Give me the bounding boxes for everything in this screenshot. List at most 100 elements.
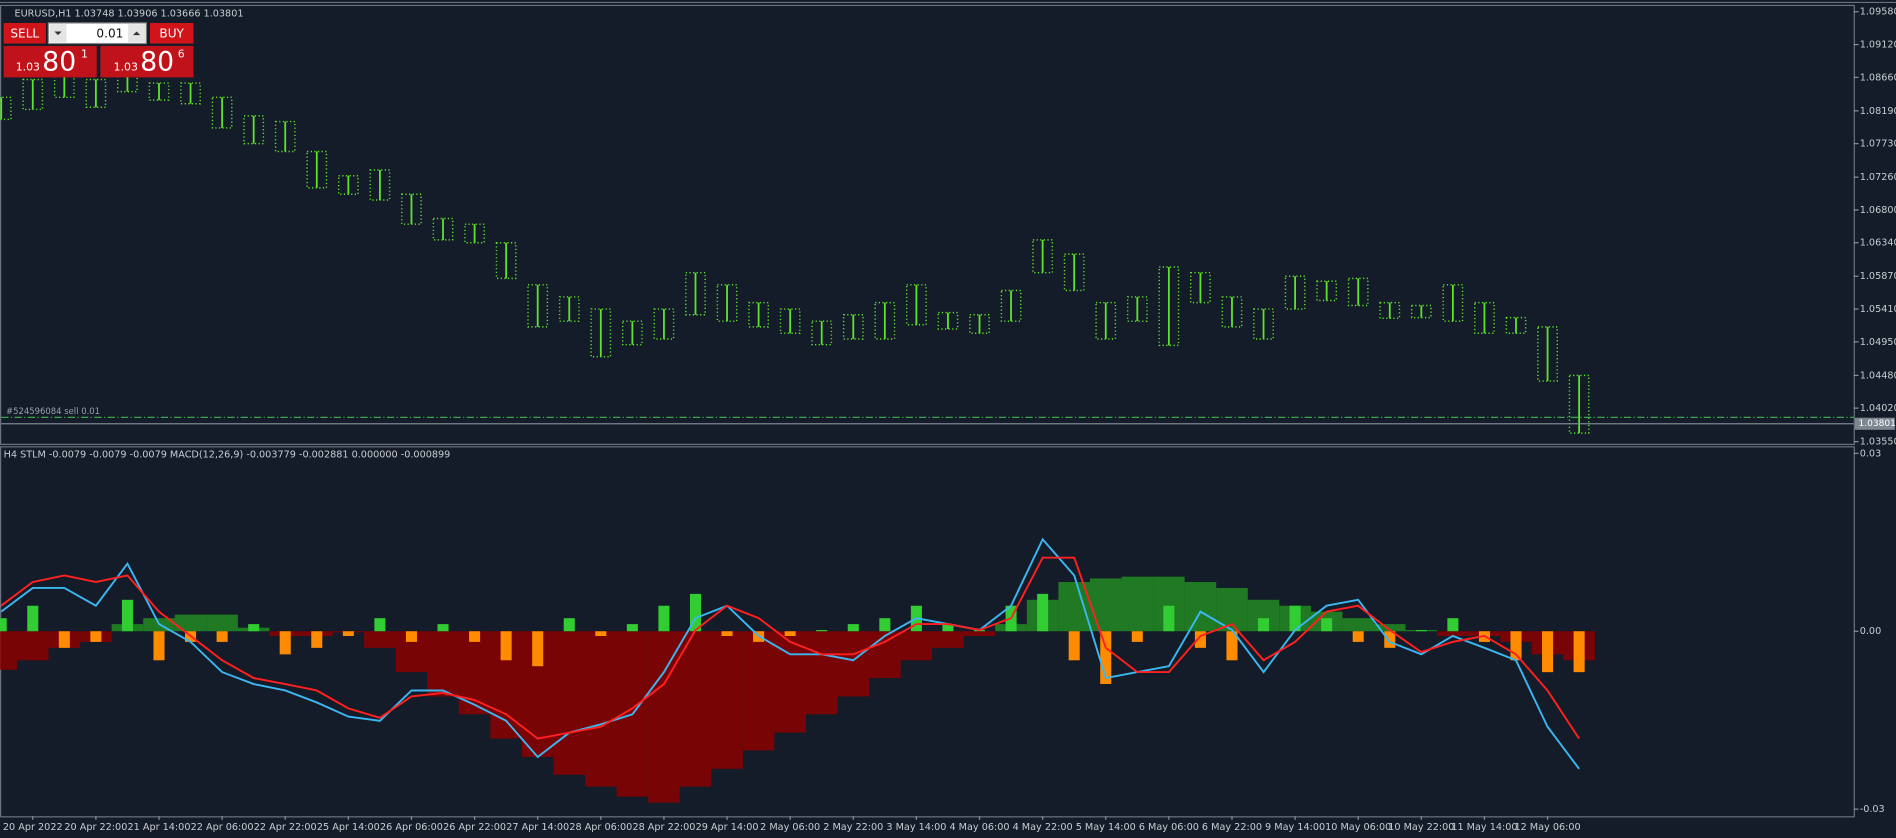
price-bar <box>1347 277 1369 307</box>
x-tick-label: 11 May 14:00 <box>1451 822 1517 833</box>
stlm-bar <box>837 631 870 697</box>
bid-prefix: 1.03 <box>16 61 40 74</box>
y-tick-label: 1.06800 <box>1860 205 1896 216</box>
last-price-label: 1.03801 <box>1859 419 1896 429</box>
macd-histogram-bar <box>595 631 607 636</box>
macd-histogram-bar <box>0 618 7 632</box>
price-bar <box>1253 308 1274 340</box>
stlm-bar <box>805 631 838 715</box>
x-tick-label: 29 Apr 14:00 <box>696 822 759 833</box>
plot-area: 1.09580 1.09120 1.08660 1.08190 1.07730 1.072… <box>0 7 1896 833</box>
macd-histogram-bar <box>1258 618 1270 632</box>
price-bar <box>53 75 75 99</box>
y-tick-label: 1.03550 <box>1860 437 1896 448</box>
macd-histogram-bar <box>563 618 575 632</box>
macd-histogram-bar <box>1384 631 1396 648</box>
sell-button[interactable] <box>3 22 46 44</box>
lot-input[interactable] <box>47 22 147 45</box>
price-bar <box>464 223 485 244</box>
macd-histogram-bar <box>1542 631 1554 673</box>
macd-histogram-bar <box>942 624 954 632</box>
macd-histogram-bar <box>1100 631 1112 685</box>
price-bar <box>685 271 706 316</box>
stlm-bar <box>963 631 996 636</box>
bid-big: 80 <box>42 46 76 77</box>
macd-histogram-bar <box>1226 631 1238 661</box>
x-tick-label: 27 Apr 14:00 <box>506 822 569 833</box>
stlm-bar <box>174 614 207 632</box>
y-tick-label: 0.03 <box>1860 448 1882 459</box>
indicator-line <box>0 556 1580 740</box>
x-tick-label: 22 Apr 06:00 <box>191 822 254 833</box>
macd-histogram-bar <box>1163 605 1175 632</box>
ask-big: 80 <box>140 46 174 77</box>
ask-small: 6 <box>178 47 185 60</box>
stlm-bar <box>1184 582 1217 632</box>
macd-histogram-bar <box>405 631 417 642</box>
price-bar <box>243 115 265 145</box>
y-tick-label: 1.09580 <box>1860 7 1896 18</box>
macd-histogram-bar <box>847 624 859 632</box>
price-bar <box>1568 374 1590 434</box>
x-tick-label: 9 May 14:00 <box>1265 822 1325 833</box>
stlm-bar <box>711 631 743 769</box>
stlm-bar <box>1089 578 1122 632</box>
macd-histogram-bar <box>374 618 386 632</box>
stlm-bar <box>1373 624 1406 632</box>
x-tick-label: 20 Apr 22:00 <box>64 822 127 833</box>
stlm-bar <box>1121 576 1154 632</box>
x-tick-label: 10 May 22:00 <box>1388 822 1454 833</box>
buy-button[interactable] <box>149 22 194 44</box>
macd-histogram-bar <box>1352 631 1364 642</box>
x-tick-label: 22 Apr 22:00 <box>254 822 317 833</box>
price-bar <box>969 314 990 335</box>
order-label: #524596084 sell 0.01 <box>6 406 100 416</box>
stlm-bar <box>1342 618 1374 632</box>
macd-histogram-bar <box>1131 631 1143 642</box>
macd-histogram-bar <box>469 631 481 642</box>
price-bar <box>1190 271 1211 304</box>
x-tick-label: 10 May 06:00 <box>1325 822 1391 833</box>
x-tick-label: 6 May 22:00 <box>1202 822 1262 833</box>
stlm-bar <box>932 631 964 648</box>
stlm-bar <box>648 631 680 803</box>
lot-down-arrow <box>54 31 62 36</box>
macd-histogram-bar <box>248 624 260 632</box>
y-tick-label: 1.09120 <box>1860 40 1896 51</box>
macd-histogram-bar <box>121 599 133 632</box>
bid-small: 1 <box>81 47 88 60</box>
y-tick-label: 1.05870 <box>1860 271 1896 282</box>
buy-label[interactable]: BUY <box>159 26 184 40</box>
price-bar <box>85 78 107 109</box>
ask-box[interactable] <box>100 45 194 78</box>
price-panel-frame <box>0 4 1855 445</box>
sell-label[interactable]: SELL <box>10 26 39 40</box>
stlm-bar <box>869 631 901 679</box>
macd-histogram-bar <box>1447 618 1459 632</box>
indicator-line <box>0 537 1580 770</box>
stlm-bar <box>458 631 491 715</box>
macd-histogram-bar <box>27 605 39 632</box>
stlm-bar <box>679 631 712 787</box>
stlm-bar <box>900 631 933 661</box>
stlm-bar <box>427 631 459 697</box>
macd-histogram-bar <box>437 624 449 632</box>
bid-box[interactable] <box>3 45 97 78</box>
indicator-header: H4 STLM -0.0079 -0.0079 -0.0079 MACD(12,… <box>4 450 451 461</box>
macd-histogram-bar <box>784 631 796 636</box>
y-tick-label: 1.04950 <box>1860 337 1896 348</box>
y-tick-label: 1.08190 <box>1860 106 1896 117</box>
lot-up-arrow <box>133 31 141 36</box>
x-tick-label: 2 May 06:00 <box>760 822 820 833</box>
y-tick-label: 1.08660 <box>1860 72 1896 83</box>
macd-histogram-bar <box>58 631 70 648</box>
macd-histogram-bar <box>816 630 828 632</box>
macd-histogram-bar <box>689 593 702 632</box>
trade-panel: SELL 0.01 BUY 1.03 80 1 1.03 80 6 <box>3 22 194 78</box>
x-tick-label: 28 Apr 06:00 <box>569 822 632 833</box>
lot-value[interactable]: 0.01 <box>96 26 123 40</box>
y-tick-label: 1.05410 <box>1860 304 1896 315</box>
macd-histogram-bar <box>721 631 733 636</box>
